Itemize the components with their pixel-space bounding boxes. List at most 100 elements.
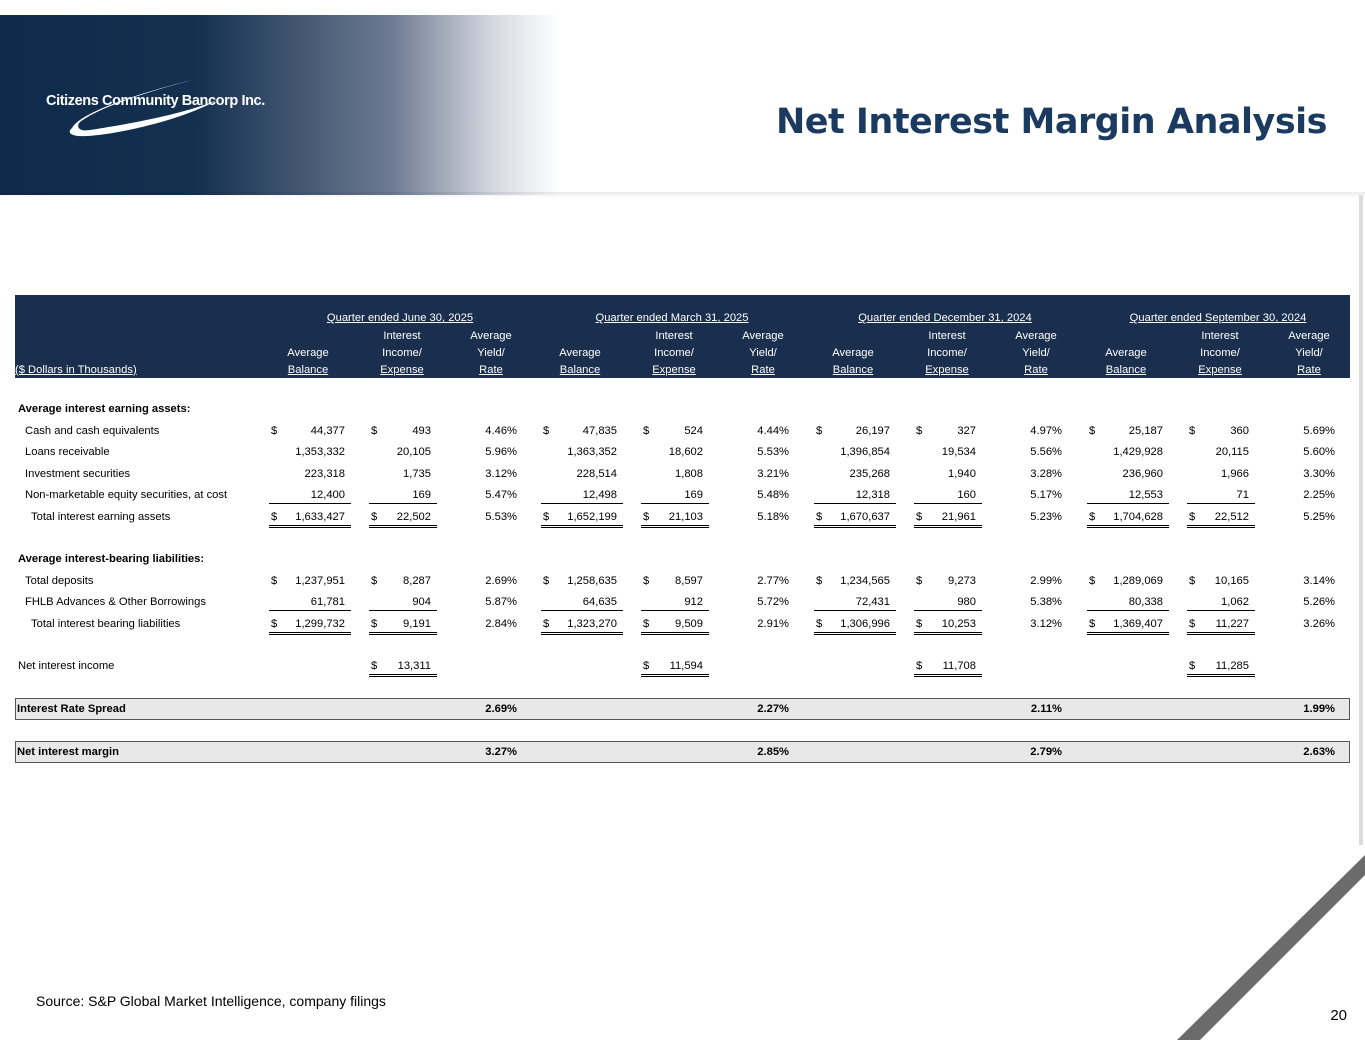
currency-symbol: $ xyxy=(816,424,823,437)
cell-income: 11,708 xyxy=(942,660,976,672)
cell-underline xyxy=(1087,510,1169,528)
cell-income: 19,534 xyxy=(941,446,976,458)
table-row: Cash and cash equivalents $ $44,377 493 4.46… xyxy=(15,421,1350,443)
cell-income: 11,227 xyxy=(1215,617,1249,630)
col-header-income: Interest xyxy=(383,330,421,342)
cell-income: 22,512 xyxy=(1214,510,1249,523)
cell-underline xyxy=(369,595,437,611)
cell-underline xyxy=(541,617,623,635)
cell-yield: 5.53% xyxy=(485,510,517,523)
cell-balance: 12,400 xyxy=(310,489,345,501)
col-header-income: Income/ xyxy=(382,347,422,359)
cell-yield: 5.96% xyxy=(485,446,517,458)
quarter-header: Quarter ended September 30, 2024 xyxy=(1129,312,1307,324)
cell-yield: 2.91% xyxy=(757,617,789,630)
currency-symbol: $ xyxy=(1089,510,1096,523)
col-header-income: Income/ xyxy=(927,347,967,359)
cell-underline xyxy=(369,510,437,528)
cell-yield: 3.30% xyxy=(1303,467,1335,480)
cell-yield: 2.69% xyxy=(485,702,517,715)
section-heading-row: Average interest earning assets: xyxy=(15,399,1350,421)
cell-yield: 2.79% xyxy=(1030,745,1062,758)
page-title: Net Interest Margin Analysis xyxy=(775,102,1328,142)
cell-balance: 25,187 xyxy=(1128,424,1163,437)
cell-underline xyxy=(269,595,351,611)
cell-yield: 3.12% xyxy=(1030,617,1062,630)
cell-underline xyxy=(1187,617,1255,635)
cell-balance: 1,289,069 xyxy=(1113,574,1163,587)
cell-yield: 3.21% xyxy=(757,467,789,480)
units-label: ($ Dollars in Thousands) xyxy=(15,364,137,376)
corner-decoration xyxy=(1177,195,1365,1055)
cell-income: 9,191 xyxy=(403,617,431,630)
currency-symbol: $ xyxy=(271,424,278,437)
cell-yield: 5.48% xyxy=(757,489,789,501)
cell-yield: 2.11% xyxy=(1030,702,1062,715)
cell-yield: 5.26% xyxy=(1303,596,1335,608)
nim-table: Quarter ended June 30, 2025 Interest Avera… xyxy=(15,295,1350,763)
cell-yield: 3.28% xyxy=(1030,467,1062,480)
cell-income: 11,594 xyxy=(669,660,703,672)
cell-balance: 1,429,928 xyxy=(1113,446,1163,458)
cell-income: 8,597 xyxy=(675,574,703,587)
header-shadow xyxy=(0,192,1365,198)
cell-income: 11,285 xyxy=(1215,660,1249,672)
cell-income: 524 xyxy=(684,424,703,437)
cell-yield: 5.17% xyxy=(1030,489,1062,501)
cell-balance: 47,835 xyxy=(582,424,617,437)
cell-underline xyxy=(269,510,351,528)
cell-underline xyxy=(914,488,982,504)
cell-income: 160 xyxy=(957,489,976,501)
currency-symbol: $ xyxy=(916,510,923,523)
company-logo-swoosh-icon xyxy=(69,80,217,137)
cell-underline xyxy=(369,659,437,677)
cell-balance: 1,363,352 xyxy=(567,446,617,458)
currency-symbol: $ xyxy=(271,574,278,587)
table-row: Total deposits $ $1,237,951 8,287 2.69% $ $1,2… xyxy=(15,571,1350,593)
cell-income: 1,735 xyxy=(403,467,431,480)
col-header-balance: Balance xyxy=(1105,364,1147,376)
currency-symbol: $ xyxy=(643,574,650,587)
currency-symbol: $ xyxy=(543,617,550,630)
currency-symbol: $ xyxy=(543,574,550,587)
cell-balance: 12,498 xyxy=(582,489,617,501)
cell-yield: 2.63% xyxy=(1303,745,1335,758)
cell-income: 1,940 xyxy=(948,467,976,480)
cell-balance: 44,377 xyxy=(310,424,345,437)
cell-balance: 1,652,199 xyxy=(567,510,617,523)
cell-yield: 2.99% xyxy=(1030,574,1062,587)
cell-underline xyxy=(369,617,437,635)
row-label: Interest Rate Spread xyxy=(17,702,126,715)
cell-income: 327 xyxy=(957,424,976,437)
cell-yield: 2.84% xyxy=(485,617,517,630)
cell-underline xyxy=(541,595,623,611)
section-heading: Average interest earning assets: xyxy=(18,403,191,415)
col-header-balance: Average xyxy=(287,347,329,359)
cell-yield: 5.25% xyxy=(1303,510,1335,523)
cell-balance: 61,781 xyxy=(310,596,345,608)
cell-underline xyxy=(541,510,623,528)
cell-yield: 4.46% xyxy=(485,424,517,437)
cell-balance: 223,318 xyxy=(304,467,345,480)
quarter-header: Quarter ended June 30, 2025 xyxy=(326,312,474,324)
currency-symbol: $ xyxy=(543,424,550,437)
col-header-yield: Yield/ xyxy=(1295,347,1323,359)
currency-symbol: $ xyxy=(371,510,378,523)
cell-underline xyxy=(641,510,709,528)
cell-underline xyxy=(1187,659,1255,677)
table-row: Investment securities 223,318 1,735 3.12% 22… xyxy=(15,464,1350,486)
cell-yield: 5.47% xyxy=(485,489,517,501)
cell-yield: 3.14% xyxy=(1303,574,1335,587)
cell-income: 22,502 xyxy=(396,510,431,523)
section-heading: Average interest-bearing liabilities: xyxy=(18,553,205,565)
cell-yield: 1.99% xyxy=(1303,702,1335,715)
cell-income: 8,287 xyxy=(403,574,431,587)
cell-yield: 5.72% xyxy=(757,596,789,608)
cell-income: 18,602 xyxy=(668,446,703,458)
col-header-balance: Balance xyxy=(559,364,601,376)
table-row: Loans receivable 1,353,332 20,105 5.96% 1,36… xyxy=(15,442,1350,464)
cell-income: 169 xyxy=(412,489,431,501)
col-header-yield: Average xyxy=(470,330,512,342)
cell-balance: 1,704,628 xyxy=(1113,510,1163,523)
cell-balance: 236,960 xyxy=(1122,467,1163,480)
